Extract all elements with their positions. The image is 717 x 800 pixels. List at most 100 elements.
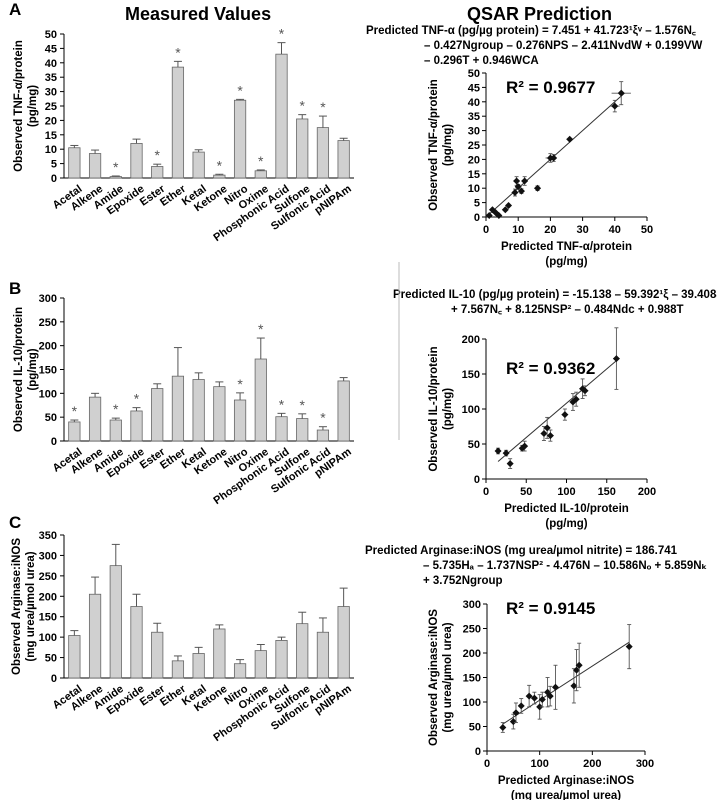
significance-marker: * bbox=[217, 157, 223, 173]
equation-il10-line2: + 7.567N꜀ + 8.125NSP² – 0.484Ndc + 0.988… bbox=[451, 304, 684, 316]
data-point bbox=[566, 135, 574, 143]
data-point bbox=[617, 89, 625, 97]
data-point bbox=[573, 666, 581, 674]
bar bbox=[213, 174, 226, 179]
y-tick-label: 50 bbox=[45, 29, 57, 41]
bar bbox=[88, 396, 102, 442]
tnf-bar-chart: 05101520253035404550AcetalAlkene*AmideEp… bbox=[13, 26, 354, 244]
significance-marker: * bbox=[279, 396, 285, 412]
significance-marker: * bbox=[175, 44, 181, 60]
y-tick-label: 30 bbox=[468, 126, 480, 138]
equation-arginase-line1: Predicted Arginase:iNOS (mg urea/µmol ni… bbox=[365, 545, 678, 557]
y-axis-title-units: (pg/mg) bbox=[27, 85, 39, 127]
y-axis-title-units: (mg urea/µmol urea) bbox=[442, 622, 454, 732]
data-point bbox=[511, 189, 519, 197]
il10-scatter-chart: 0 50 100 150 200 0 50 100 150 200 Predicted IL-10/… bbox=[428, 327, 656, 530]
y-tick-label: 200 bbox=[462, 334, 480, 346]
x-axis-title: Predicted Arginase:iNOS bbox=[498, 775, 635, 787]
equation-arginase: Predicted Arginase:iNOS (mg urea/µmol ni… bbox=[365, 544, 707, 589]
bar bbox=[68, 147, 81, 179]
measured-values-header: Measured Values bbox=[125, 4, 272, 24]
bar bbox=[254, 170, 267, 179]
bar bbox=[316, 429, 330, 442]
significance-marker: * bbox=[237, 82, 243, 98]
y-tick-label: 45 bbox=[468, 82, 480, 94]
y-tick-label: 50 bbox=[45, 653, 57, 665]
significance-marker: * bbox=[113, 401, 119, 417]
y-tick-label: 50 bbox=[469, 722, 481, 734]
bar bbox=[275, 416, 288, 442]
bar bbox=[192, 151, 205, 179]
x-tick-label: 0 bbox=[484, 758, 490, 770]
y-tick-label: 0 bbox=[475, 746, 481, 758]
equation-tnf-line3: – 0.296T + 0.946WCA bbox=[424, 55, 539, 67]
data-point bbox=[575, 661, 583, 669]
x-tick-label: 300 bbox=[636, 758, 654, 770]
y-tick-label: 40 bbox=[45, 58, 57, 70]
y-tick-label: 250 bbox=[39, 571, 57, 583]
y-tick-label: 0 bbox=[474, 212, 480, 224]
data-point bbox=[570, 682, 578, 690]
bar bbox=[192, 379, 205, 442]
r2-arginase: R² = 0.9145 bbox=[506, 599, 595, 618]
y-axis-title: Observed Arginase:iNOS bbox=[11, 538, 23, 675]
significance-marker: * bbox=[299, 98, 305, 114]
x-tick-label: 0 bbox=[483, 486, 489, 498]
y-tick-label: 10 bbox=[45, 144, 57, 156]
data-point bbox=[546, 692, 554, 700]
x-tick-label: 50 bbox=[520, 486, 532, 498]
x-tick-label: 100 bbox=[530, 758, 548, 770]
data-point bbox=[581, 387, 589, 395]
bar bbox=[213, 628, 226, 679]
bar bbox=[171, 66, 185, 179]
equation-il10-line1: Predicted IL-10 (pg/µg protein) = -15.13… bbox=[393, 289, 717, 301]
significance-marker: * bbox=[258, 321, 264, 337]
y-tick-label: 0 bbox=[51, 173, 57, 185]
y-tick-label: 200 bbox=[39, 591, 57, 603]
equation-tnf-line1: Predicted TNF-α (pg/µg protein) = 7.451 … bbox=[366, 25, 696, 37]
x-tick-label: 0 bbox=[483, 224, 489, 236]
panel-letter-c: C bbox=[9, 513, 22, 532]
y-tick-label: 350 bbox=[39, 530, 57, 542]
x-tick-label: 150 bbox=[598, 486, 616, 498]
bar bbox=[88, 153, 102, 179]
significance-marker: * bbox=[279, 26, 285, 42]
y-tick-label: 150 bbox=[39, 612, 57, 624]
bar bbox=[130, 143, 143, 179]
data-point bbox=[550, 154, 558, 162]
data-point bbox=[536, 703, 544, 711]
data-point bbox=[505, 201, 513, 209]
y-tick-label: 25 bbox=[45, 101, 57, 113]
y-tick-label: 250 bbox=[39, 317, 57, 329]
y-tick-label: 50 bbox=[468, 439, 480, 451]
bar bbox=[171, 660, 185, 679]
y-tick-label: 45 bbox=[45, 43, 57, 55]
data-point bbox=[512, 709, 520, 717]
y-tick-label: 15 bbox=[468, 169, 480, 181]
y-axis-title-units: (pg/mg) bbox=[442, 124, 454, 166]
significance-marker: * bbox=[72, 403, 78, 419]
x-axis-title: Predicted IL-10/protein bbox=[504, 503, 629, 515]
data-point bbox=[612, 355, 620, 363]
bar bbox=[68, 635, 81, 679]
bar bbox=[151, 631, 164, 679]
bar bbox=[88, 593, 102, 679]
y-axis-title: Observed Arginase:iNOS bbox=[428, 609, 440, 746]
x-axis-title-units: (mg urea/µmol urea) bbox=[511, 790, 621, 800]
y-tick-label: 50 bbox=[45, 412, 57, 424]
equation-tnf-line2: – 0.427Ngroup – 0.276NPS – 2.411NvdW + 0… bbox=[424, 40, 703, 52]
bar bbox=[296, 118, 309, 179]
data-point bbox=[572, 395, 580, 403]
trend-line bbox=[502, 641, 630, 725]
y-tick-label: 10 bbox=[468, 183, 480, 195]
r2-tnf: R² = 0.9677 bbox=[506, 78, 595, 97]
data-point bbox=[499, 723, 507, 731]
x-axis-title: Predicted TNF-α/protein bbox=[501, 241, 632, 253]
y-tick-label: 150 bbox=[39, 365, 57, 377]
bar bbox=[254, 650, 267, 679]
data-point bbox=[501, 206, 509, 214]
y-tick-label: 30 bbox=[45, 87, 57, 99]
significance-marker: * bbox=[258, 153, 264, 169]
